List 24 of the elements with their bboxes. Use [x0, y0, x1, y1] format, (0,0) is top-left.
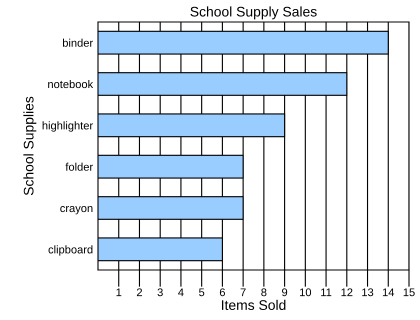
x-tick-label: 7 — [240, 288, 246, 296]
x-tick-label: 11 — [321, 288, 332, 296]
x-tick-label: 8 — [261, 288, 266, 296]
chart-title: School Supply Sales — [190, 6, 317, 20]
x-tick-label: 15 — [404, 288, 415, 296]
y-tick-label: binder — [62, 38, 93, 47]
x-tick-label: 9 — [282, 288, 288, 296]
y-axis-title: School Supplies — [23, 96, 36, 196]
x-tick-label: 3 — [158, 288, 163, 296]
x-tick-label: 4 — [178, 288, 184, 296]
y-tick-label: highlighter — [42, 121, 93, 132]
x-axis-title: Items Sold — [222, 300, 286, 310]
x-tick-label: 6 — [220, 288, 225, 296]
y-tick-label: folder — [66, 162, 93, 171]
x-tick-label: 13 — [362, 288, 374, 296]
y-tick-label: crayon — [60, 206, 92, 214]
x-tick-label: 14 — [382, 288, 394, 296]
x-tick-label: 10 — [300, 288, 312, 296]
y-tick-label: clipboard — [48, 245, 92, 256]
x-tick-label: 12 — [341, 288, 352, 296]
x-tick-label: 1 — [116, 288, 122, 296]
x-tick-label: 2 — [136, 288, 142, 296]
x-tick-label: 5 — [199, 288, 204, 296]
y-tick-label: notebook — [48, 80, 94, 88]
